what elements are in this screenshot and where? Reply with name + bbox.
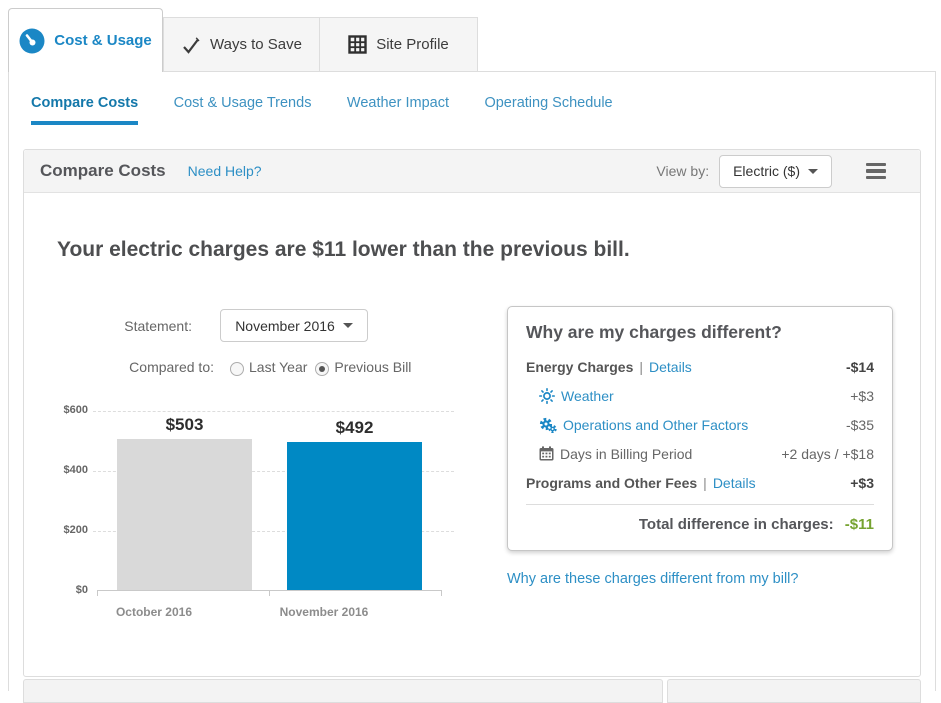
bar-group-november: $492 bbox=[287, 418, 422, 590]
statement-dropdown[interactable]: November 2016 bbox=[220, 309, 368, 342]
hamburger-menu-icon[interactable] bbox=[866, 160, 886, 183]
subnav-compare-costs[interactable]: Compare Costs bbox=[31, 95, 139, 125]
summary-headline: Your electric charges are $11 lower than… bbox=[57, 238, 630, 261]
sub-navigation: Compare Costs Cost & Usage Trends Weathe… bbox=[31, 94, 644, 125]
row-value: -$35 bbox=[845, 416, 874, 433]
operations-link[interactable]: Operations and Other Factors bbox=[563, 416, 749, 433]
y-axis-tick: $600 bbox=[63, 404, 88, 416]
weather-link[interactable]: Weather bbox=[561, 387, 614, 404]
radio-previous-bill-label[interactable]: Previous Bill bbox=[334, 359, 412, 375]
bar-october-2016[interactable] bbox=[117, 439, 252, 590]
view-by-label: View by: bbox=[656, 163, 710, 179]
gridline bbox=[93, 471, 454, 472]
panel-title: Compare Costs bbox=[40, 161, 166, 180]
x-axis-label-november: November 2016 bbox=[279, 605, 369, 619]
chevron-down-icon bbox=[808, 168, 818, 174]
compare-costs-panel: Compare Costs Need Help? View by: Electr… bbox=[23, 149, 921, 677]
row-label: Energy Charges bbox=[526, 358, 634, 375]
statement-row: Statement: November 2016 bbox=[24, 309, 368, 342]
total-value: -$11 bbox=[844, 516, 874, 533]
tab-ways-to-save[interactable]: Ways to Save bbox=[163, 17, 320, 71]
top-tab-bar: Cost & Usage Ways to Save Site Profile bbox=[0, 0, 941, 72]
building-grid-icon bbox=[348, 35, 367, 54]
subnav-operating-schedule[interactable]: Operating Schedule bbox=[484, 95, 613, 111]
tab-cost-and-usage[interactable]: Cost & Usage bbox=[8, 8, 163, 72]
gauge-icon bbox=[19, 28, 45, 54]
panel-body: Your electric charges are $11 lower than… bbox=[24, 193, 920, 676]
subnav-weather-impact[interactable]: Weather Impact bbox=[346, 95, 449, 111]
programs-fees-details-link[interactable]: Details bbox=[712, 474, 756, 491]
divider bbox=[526, 504, 874, 505]
row-value: +2 days / +$18 bbox=[781, 445, 874, 462]
compared-to-row: Compared to: Last Year Previous Bill bbox=[24, 359, 412, 376]
charge-row-billing-days: Days in Billing Period +2 days / +$18 bbox=[526, 439, 874, 468]
row-value: -$14 bbox=[845, 358, 874, 375]
bar-chart: $600 $400 $200 $0 $503 $492 bbox=[38, 403, 468, 623]
bar-group-october: $503 bbox=[117, 415, 252, 590]
calendar-icon bbox=[539, 446, 554, 461]
radio-previous-bill[interactable] bbox=[315, 362, 330, 376]
bar-november-2016[interactable] bbox=[287, 442, 422, 590]
gears-icon bbox=[539, 417, 557, 433]
tab-label: Cost & Usage bbox=[54, 32, 152, 49]
y-axis-tick: $0 bbox=[75, 584, 88, 596]
total-label: Total difference in charges: bbox=[638, 516, 834, 533]
y-axis-tick: $400 bbox=[63, 464, 88, 476]
panel-header: Compare Costs Need Help? View by: Electr… bbox=[24, 150, 920, 193]
charge-row-energy-charges: Energy Charges | Details -$14 bbox=[526, 358, 874, 375]
subnav-cost-usage-trends[interactable]: Cost & Usage Trends bbox=[173, 95, 312, 111]
next-card-header-left bbox=[23, 679, 663, 703]
tab-label: Ways to Save bbox=[210, 36, 302, 53]
total-difference-row: Total difference in charges: -$11 bbox=[526, 511, 874, 536]
radio-last-year[interactable] bbox=[230, 362, 244, 376]
bar-value-label: $503 bbox=[165, 415, 204, 434]
next-card-header-right bbox=[667, 679, 921, 703]
energy-charges-details-link[interactable]: Details bbox=[649, 358, 692, 375]
why-different-from-bill-link[interactable]: Why are these charges different from my … bbox=[507, 571, 799, 587]
sun-icon bbox=[539, 387, 555, 404]
charge-row-weather: Weather +$3 bbox=[526, 381, 874, 410]
view-by-value: Electric ($) bbox=[733, 163, 800, 179]
bar-value-label: $492 bbox=[335, 418, 374, 437]
charge-row-programs-fees: Programs and Other Fees | Details +$3 bbox=[526, 474, 874, 491]
checkmark-pencil-icon bbox=[181, 35, 201, 55]
statement-label: Statement: bbox=[124, 317, 192, 334]
why-charges-different-card: Why are my charges different? Energy Cha… bbox=[507, 306, 893, 551]
x-axis-tick bbox=[441, 590, 442, 596]
why-card-title: Why are my charges different? bbox=[526, 322, 782, 342]
gridline bbox=[93, 531, 454, 532]
need-help-link[interactable]: Need Help? bbox=[187, 163, 262, 179]
row-value: +$3 bbox=[850, 474, 874, 491]
charge-row-operations: Operations and Other Factors -$35 bbox=[526, 410, 874, 439]
row-value: +$3 bbox=[850, 387, 874, 404]
chevron-down-icon bbox=[342, 323, 353, 328]
x-axis-tick bbox=[269, 590, 270, 596]
compared-to-label: Compared to: bbox=[129, 359, 214, 375]
radio-last-year-label[interactable]: Last Year bbox=[249, 359, 308, 375]
y-axis-tick: $200 bbox=[63, 524, 88, 536]
tab-label: Site Profile bbox=[376, 36, 449, 53]
statement-value: November 2016 bbox=[235, 317, 335, 334]
row-label: Programs and Other Fees bbox=[526, 474, 698, 491]
tab-content-container: Compare Costs Cost & Usage Trends Weathe… bbox=[8, 71, 936, 703]
billing-days-label: Days in Billing Period bbox=[560, 445, 693, 462]
view-by-dropdown[interactable]: Electric ($) bbox=[719, 154, 832, 188]
tab-site-profile[interactable]: Site Profile bbox=[319, 17, 478, 71]
x-axis-label-october: October 2016 bbox=[115, 605, 193, 619]
chart-plot-area: $503 $492 bbox=[93, 411, 454, 596]
x-axis-tick bbox=[97, 590, 98, 596]
gridline bbox=[93, 411, 454, 412]
